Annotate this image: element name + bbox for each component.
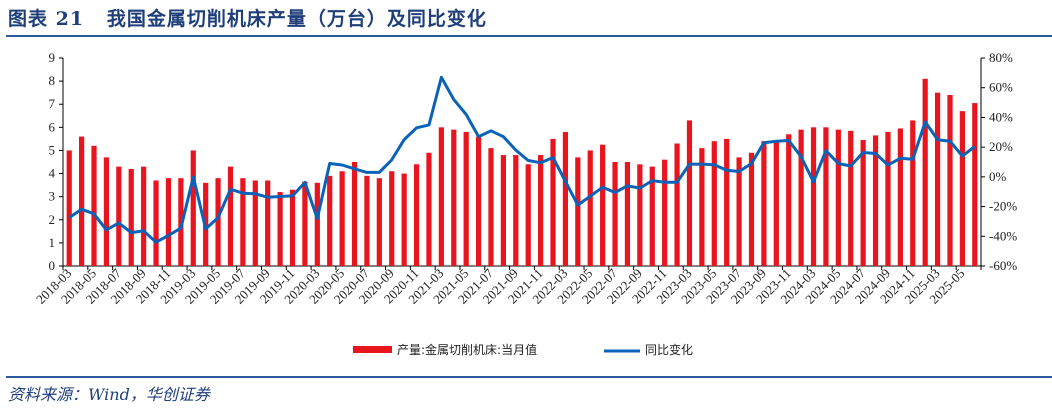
bar [302,181,308,266]
bar [252,180,258,266]
left-tick-label: 8 [49,73,56,88]
left-tick-label: 2 [49,212,56,227]
bar [538,155,544,266]
bar [401,173,407,266]
right-tick-label: -40% [989,228,1017,243]
bar [413,164,420,266]
bar [103,157,110,266]
bar [153,180,159,266]
bar [314,182,320,266]
legend-bar-swatch [353,346,392,353]
bar [513,155,519,266]
bar [686,120,693,267]
bar [736,157,742,266]
bar [624,162,631,266]
bar [711,141,717,266]
legend-bar-label: 产量:金属切削机床:当月值 [397,342,537,357]
bar [265,180,271,266]
right-tick-label: 20% [989,139,1013,154]
footer-divider [6,376,1052,378]
left-tick-label: 5 [49,142,56,157]
bar [872,135,879,266]
bar [79,136,85,266]
bar [339,171,345,266]
bar [550,138,556,266]
bar [351,162,358,266]
bar [240,178,246,266]
bar [674,143,680,266]
left-tick-label: 9 [49,50,56,65]
chart: 0123456789-60%-40%-20%0%20%40%60%80%2018… [33,50,1017,357]
bar [426,152,432,266]
left-tick-label: 3 [49,189,56,204]
right-tick-label: -20% [989,199,1017,214]
bar [612,162,618,266]
source-note: 资料来源：Wind，华创证券 [8,385,210,404]
bar [438,127,444,266]
bar [959,111,965,267]
bar [662,159,668,266]
bar [910,120,916,267]
bar [860,140,866,266]
bar [885,131,891,266]
bar [376,178,382,266]
left-tick-label: 7 [49,96,56,111]
bar [600,144,606,266]
left-tick-label: 4 [49,166,56,181]
bar [215,178,221,266]
right-tick-label: 80% [989,50,1013,65]
bar [190,150,196,266]
bar [227,166,234,266]
right-tick-label: 40% [989,109,1013,124]
bar [128,168,134,266]
left-tick-label: 0 [49,258,56,273]
right-tick-label: -60% [989,258,1017,273]
bar [116,166,122,266]
bar [972,103,978,266]
bar [773,141,779,266]
bar [277,192,283,266]
bar [835,129,841,266]
bar [91,145,97,266]
right-tick-label: 0% [989,169,1007,184]
legend-line-label: 同比变化 [645,342,693,357]
bar [389,171,395,266]
bar [463,131,469,266]
bar [488,148,494,266]
bar [748,152,755,266]
bar [798,129,804,266]
bar [500,155,506,266]
bar [66,150,72,266]
bar [897,128,903,266]
left-tick-label: 6 [49,119,56,134]
bar [761,141,767,266]
bar [165,178,172,266]
bar [141,166,147,266]
bar [922,78,928,266]
bar [724,138,730,266]
bar [451,129,457,266]
bar [934,92,941,267]
bar [587,150,593,266]
bar [699,148,705,266]
bar [525,164,531,266]
left-tick-label: 1 [49,235,56,250]
bar [649,166,655,266]
bar [823,127,829,266]
yoy-line [68,75,976,244]
bar [575,157,581,266]
bar [475,136,482,266]
bar [364,175,370,266]
bar [562,131,569,266]
right-tick-label: 60% [989,80,1013,95]
figure-title: 图表 21 我国金属切削机床产量（万台）及同比变化 [8,8,487,30]
bar [327,175,333,266]
bar [947,94,953,266]
bar [810,127,817,266]
bar [289,189,296,266]
bar [637,164,643,266]
title-divider [6,35,1052,37]
bar [848,130,854,266]
bar [786,134,792,266]
